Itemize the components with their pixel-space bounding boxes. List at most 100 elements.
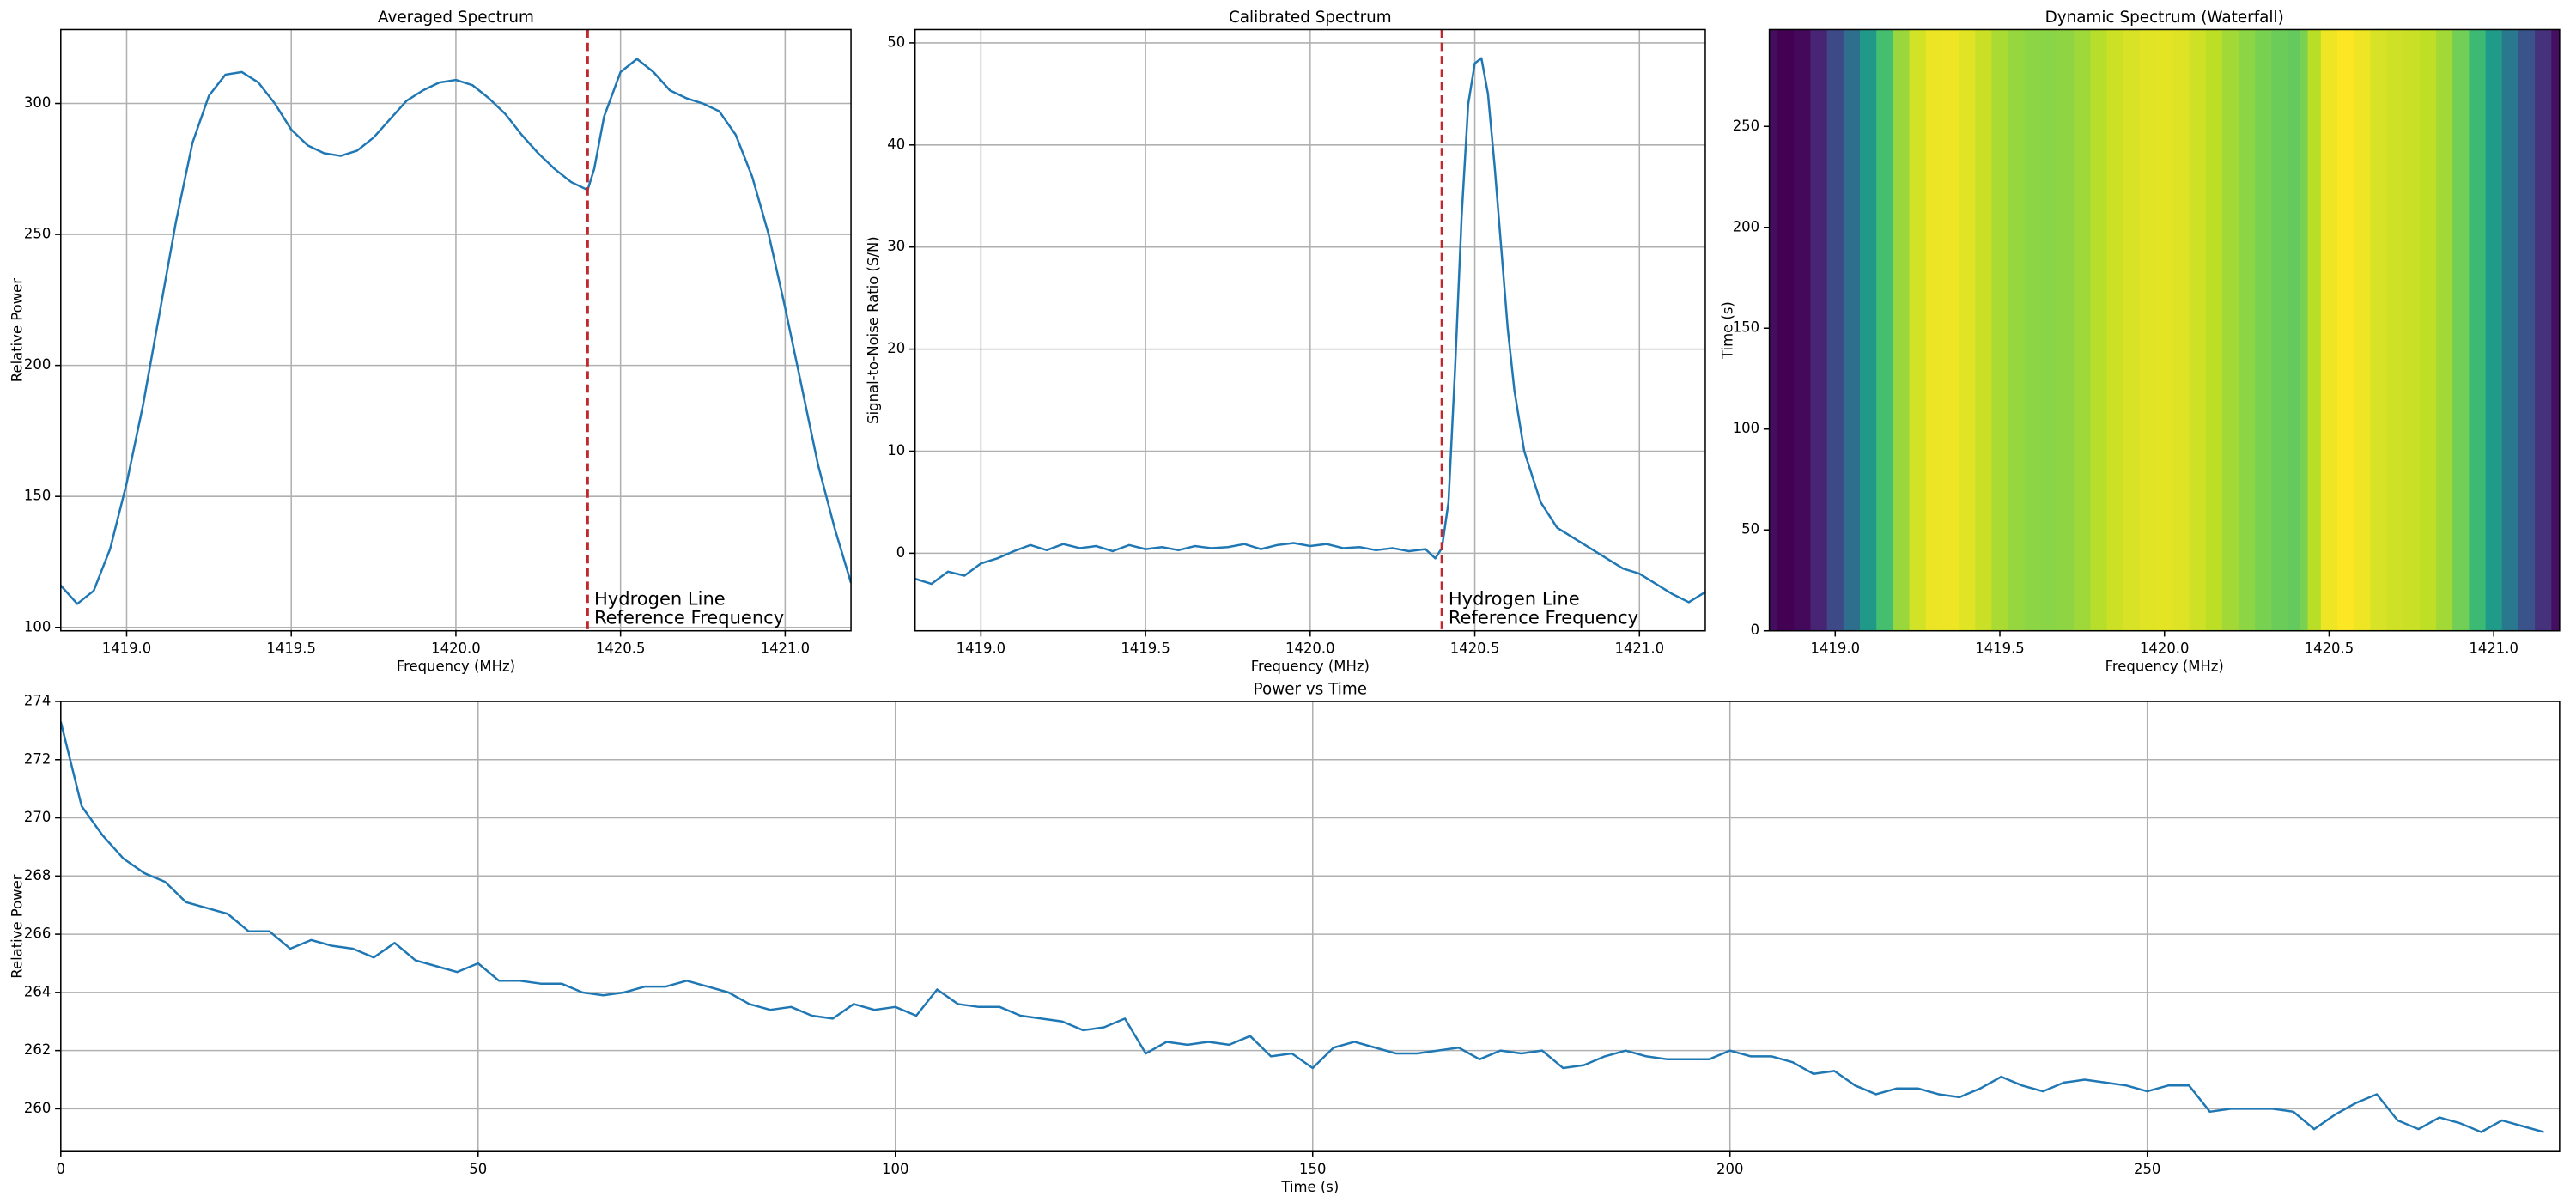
- heatmap-cell: [1941, 29, 1959, 631]
- axes-frame: [1768, 28, 2561, 632]
- plot-area: [1769, 29, 2560, 631]
- y-tick-label: 266: [24, 926, 51, 942]
- y-tick-label: 50: [887, 33, 905, 50]
- y-tick-label: 30: [887, 238, 905, 254]
- heatmap-cell: [2337, 29, 2354, 631]
- heatmap-cell: [2419, 29, 2437, 631]
- x-tick-label: 1419.5: [266, 640, 316, 656]
- heatmap-cell: [1909, 29, 1927, 631]
- x-tick-label: 50: [469, 1161, 487, 1177]
- x-tick-label: 100: [882, 1161, 908, 1177]
- heatmap-cell: [2469, 29, 2487, 631]
- heatmap-cell: [1843, 29, 1861, 631]
- heatmap-cell: [2255, 29, 2273, 631]
- heatmap-cell: [1893, 29, 1911, 631]
- heatmap-cell: [2057, 29, 2075, 631]
- y-tick-label: 274: [24, 692, 51, 708]
- y-tick-label: 260: [24, 1100, 51, 1116]
- axes-frame: [60, 701, 2561, 1152]
- heatmap-cell: [1975, 29, 1993, 631]
- x-tick-label: 1420.0: [1285, 640, 1335, 656]
- x-tick-label: 1421.0: [1615, 640, 1665, 656]
- panel: 0 50 100 150 200 250 260 262 264 266 268 270 272 274 P…: [9, 681, 2561, 1195]
- heatmap-cell: [1959, 29, 1977, 631]
- heatmap-cell: [2008, 29, 2026, 631]
- plot-area: [60, 701, 2560, 1152]
- panel: 1419.0 1419.5 1420.0 1420.5 1421.0 0 10 20 30 40 5…: [865, 9, 1706, 674]
- y-tick-label: 250: [1733, 118, 1759, 134]
- y-axis-label: Signal-to-Noise Ratio (S/N): [865, 236, 881, 424]
- heatmap-cell: [2123, 29, 2141, 631]
- heatmap-cell: [2172, 29, 2190, 631]
- heatmap-cell: [2436, 29, 2454, 631]
- x-tick-label: 1420.0: [431, 640, 481, 656]
- heatmap-cell: [2074, 29, 2092, 631]
- x-tick-label: 0: [57, 1161, 65, 1177]
- x-tick-label: 1421.0: [761, 640, 811, 656]
- panel: 1419.0 1419.5 1420.0 1420.5 1421.0 100 150 200 2…: [9, 9, 852, 674]
- heatmap-cell: [2024, 29, 2042, 631]
- y-tick-label: 50: [1741, 521, 1759, 537]
- y-tick-label: 10: [887, 442, 905, 458]
- chart-title: Power vs Time: [1254, 681, 1368, 699]
- heatmap-cell: [1810, 29, 1828, 631]
- heatmap-cell: [2307, 29, 2322, 631]
- y-tick-label: 264: [24, 983, 51, 999]
- data-line: [914, 57, 1705, 604]
- y-axis-label: Time (s): [1719, 301, 1735, 360]
- y-tick-label: 250: [24, 226, 51, 242]
- x-tick-label: 1419.0: [1811, 640, 1861, 656]
- x-tick-label: 1419.0: [957, 640, 1006, 656]
- heatmap-cell: [2139, 29, 2157, 631]
- data-line: [60, 58, 852, 605]
- heatmap-cell: [2485, 29, 2503, 631]
- heatmap-cell: [1777, 29, 1795, 631]
- x-axis-label: Frequency (MHz): [397, 658, 515, 674]
- data-line: [60, 721, 2544, 1133]
- y-tick-label: 268: [24, 867, 51, 883]
- axes-frame: [60, 28, 852, 632]
- x-tick-label: 1420.5: [596, 640, 646, 656]
- heatmap-cell: [2239, 29, 2256, 631]
- x-axis-label: Frequency (MHz): [1251, 658, 1370, 674]
- y-tick-label: 300: [24, 94, 51, 111]
- heatmap-cell: [2354, 29, 2372, 631]
- x-tick-label: 1420.5: [1450, 640, 1500, 656]
- x-tick-label: 1420.5: [2305, 640, 2354, 656]
- y-axis-label: Relative Power: [9, 278, 26, 382]
- y-tick-label: 272: [24, 750, 51, 767]
- x-tick-label: 200: [1716, 1161, 1743, 1177]
- x-tick-label: 150: [1299, 1161, 1326, 1177]
- heatmap-cell: [2040, 29, 2058, 631]
- heatmap-cell: [2090, 29, 2108, 631]
- x-tick-label: 1421.0: [2469, 640, 2518, 656]
- y-tick-label: 100: [24, 618, 51, 634]
- x-tick-label: 1419.5: [1975, 640, 2025, 656]
- x-tick-label: 250: [2134, 1161, 2160, 1177]
- heatmap-cell: [1826, 29, 1844, 631]
- y-tick-label: 270: [24, 809, 51, 825]
- x-tick-label: 1419.0: [102, 640, 152, 656]
- y-tick-label: 200: [1733, 218, 1759, 234]
- heatmap-cell: [1876, 29, 1894, 631]
- heatmap-cell: [2403, 29, 2421, 631]
- heatmap-cell: [1794, 29, 1812, 631]
- annotation: Hydrogen Line: [594, 587, 726, 609]
- heatmap-cell: [1925, 29, 1943, 631]
- annotation: Reference Frequency: [594, 606, 784, 628]
- heatmap-cell: [2452, 29, 2470, 631]
- heatmap-cell: [2551, 29, 2560, 631]
- chart-title: Dynamic Spectrum (Waterfall): [2045, 9, 2284, 27]
- plot-area: [60, 29, 852, 631]
- y-axis-label: Relative Power: [9, 874, 26, 978]
- y-tick-label: 150: [24, 488, 51, 504]
- heatmap-cell: [2271, 29, 2289, 631]
- y-tick-label: 0: [896, 544, 905, 561]
- annotation: Reference Frequency: [1449, 606, 1638, 628]
- heatmap-cell: [2299, 29, 2309, 631]
- heatmap-cell: [2156, 29, 2174, 631]
- y-tick-label: 262: [24, 1041, 51, 1058]
- heatmap-cell: [2287, 29, 2300, 631]
- y-tick-label: 0: [1751, 622, 1759, 638]
